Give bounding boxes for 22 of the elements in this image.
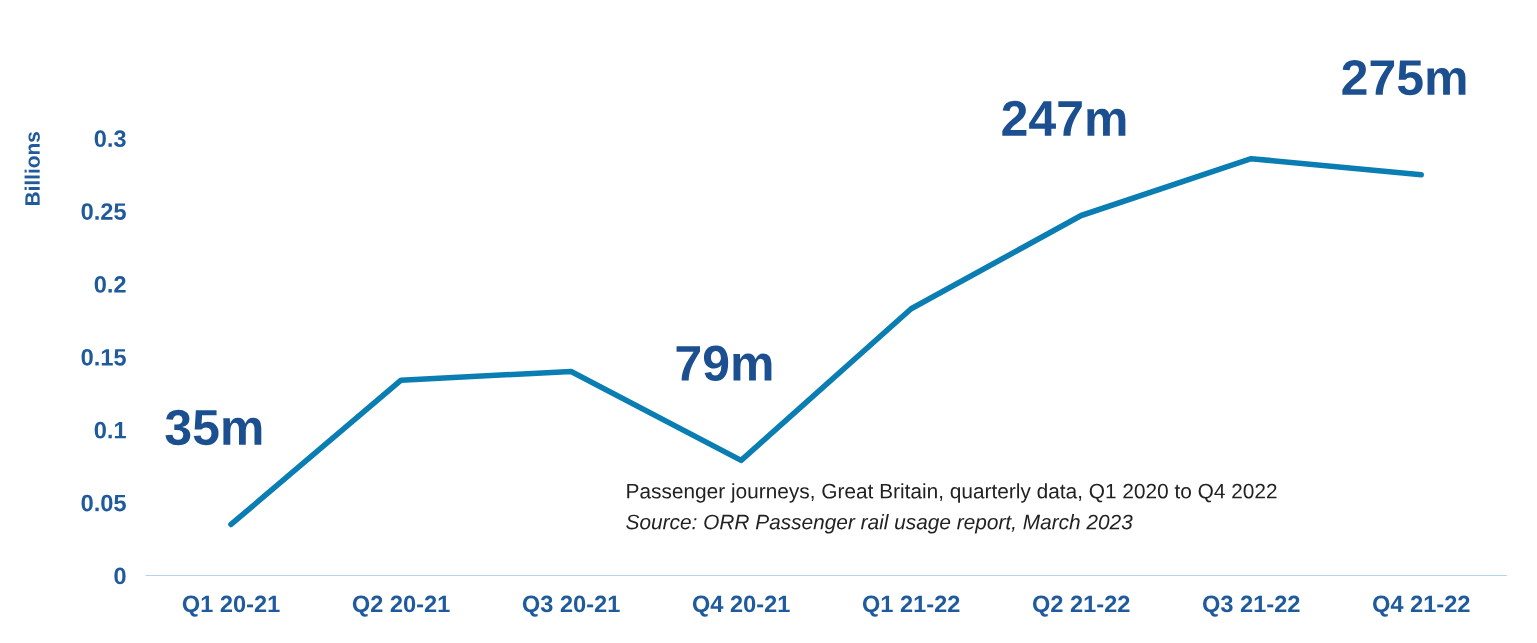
- y-tick-label: 0.2: [94, 276, 126, 293]
- annotation: Passenger journeys, Great Britain, quarterly data, Q1 2020 to Q4 2022: [627, 483, 1277, 503]
- y-tick-label: 0.1: [94, 421, 126, 439]
- annotation: 275m: [1342, 59, 1466, 96]
- x-tick-label: Q1 21-22: [862, 595, 960, 617]
- y-tick-label: 0.05: [81, 494, 126, 512]
- annotation: 79m: [676, 345, 772, 382]
- x-tick-label: Q3 20-21: [522, 595, 620, 617]
- y-tick-label: 0.25: [81, 203, 126, 220]
- x-tick-label: Q3 21-22: [1202, 595, 1300, 617]
- y-tick-label: 0: [114, 567, 126, 585]
- annotation: Source: ORR Passenger rail usage report, March 2023: [626, 514, 1133, 534]
- annotation: 35m: [165, 409, 262, 446]
- x-tick-label: Q4 21-22: [1373, 595, 1470, 617]
- y-tick-label: 0.3: [94, 130, 126, 148]
- x-tick-label: Q1 20-21: [182, 595, 280, 617]
- x-tick-label: Q2 21-22: [1032, 595, 1130, 617]
- x-tick-label: Q2 20-21: [352, 595, 450, 617]
- x-tick-label: Q4 20-21: [692, 595, 790, 617]
- y-axis-title: Billions: [24, 132, 40, 206]
- annotation: 247m: [1002, 100, 1126, 136]
- y-tick-label: 0.15: [81, 348, 126, 366]
